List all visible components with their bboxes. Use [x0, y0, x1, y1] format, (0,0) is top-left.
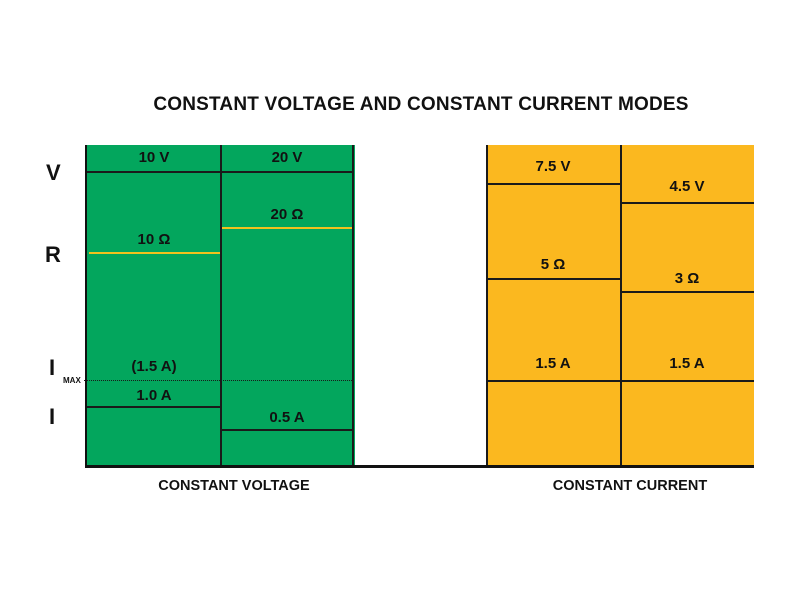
- cv-voltage-level-line: [87, 171, 354, 173]
- cv-col2-current-line: [222, 429, 352, 431]
- cc-col1-voltage: 7.5 V: [535, 158, 571, 175]
- cv-col1-resistance-line: [89, 252, 220, 254]
- cc-col2-voltage-line: [620, 202, 754, 204]
- cc-col2-voltage: 4.5 V: [669, 178, 705, 195]
- constant-current-caption: CONSTANT CURRENT: [552, 478, 708, 494]
- row-label-imax-subscript: MAX: [63, 376, 81, 385]
- cv-col2-resistance: 20 Ω: [270, 206, 304, 223]
- cc-col1-voltage-line: [486, 183, 621, 185]
- cv-col2-voltage: 20 V: [271, 149, 303, 166]
- cc-col2-resistance: 3 Ω: [674, 270, 700, 287]
- constant-voltage-caption: CONSTANT VOLTAGE: [158, 478, 310, 494]
- cc-left-edge: [486, 145, 488, 466]
- cc-col1-resistance-line: [486, 278, 621, 280]
- cc-column-divider: [620, 145, 622, 466]
- row-label-current: I: [49, 404, 56, 429]
- cc-col2-current: 1.5 A: [669, 355, 705, 372]
- row-label-resistance: R: [45, 242, 61, 267]
- cc-current-line: [486, 380, 754, 382]
- cv-col1-resistance: 10 Ω: [137, 231, 171, 248]
- cc-col1-current: 1.5 A: [535, 355, 571, 372]
- imax-dotted-line: [84, 380, 354, 381]
- row-label-voltage: V: [46, 160, 61, 185]
- cc-col2-resistance-line: [620, 291, 754, 293]
- diagram-title: CONSTANT VOLTAGE AND CONSTANT CURRENT MO…: [153, 94, 689, 115]
- cv-column-divider: [220, 145, 222, 466]
- cv-right-edge: [352, 145, 354, 466]
- cv-col1-current-line: [87, 406, 220, 408]
- cv-col1-current: 1.0 A: [136, 387, 172, 404]
- cc-col1-resistance: 5 Ω: [540, 256, 566, 273]
- cv-col2-resistance-line: [222, 227, 352, 229]
- cv-col1-voltage: 10 V: [138, 149, 170, 166]
- x-axis-line: [85, 465, 754, 468]
- row-label-imax: I: [49, 355, 56, 380]
- cv-col1-imax: (1.5 A): [131, 358, 177, 375]
- cv-col2-current: 0.5 A: [269, 409, 305, 426]
- y-axis-line: [85, 145, 87, 468]
